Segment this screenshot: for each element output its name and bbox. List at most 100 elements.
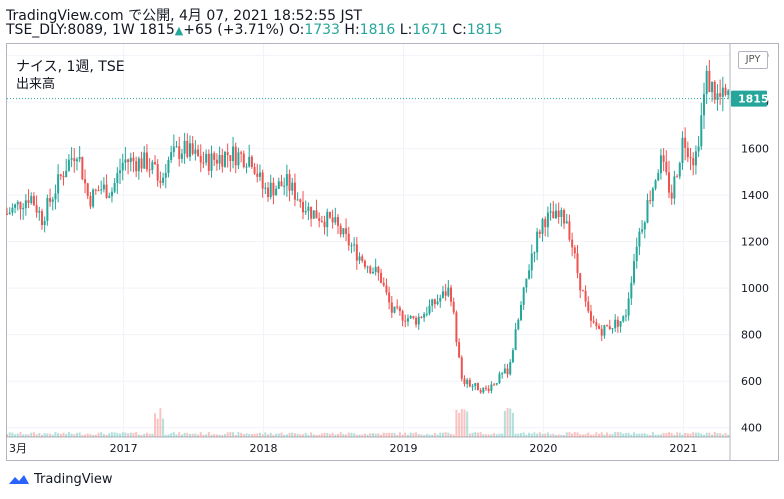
y-tick-label: 800 [741,329,762,342]
candle-body [167,160,170,174]
candle-body [170,152,173,161]
candle-body [304,210,307,213]
volume-bar [78,432,81,437]
candle-body [334,217,337,223]
candle-body [164,173,167,178]
candle-body [183,140,186,154]
candle-body [43,220,46,226]
candle-body [75,159,78,162]
volume-bar [24,434,27,437]
volume-bar [178,432,181,437]
candle-body [388,292,391,303]
candle-body [318,218,321,221]
candle-body [616,319,619,327]
candle-body [635,246,638,262]
currency-badge[interactable]: JPY [738,51,768,69]
volume-bar [463,409,466,437]
volume-bar [573,432,576,437]
volume-bar [253,433,256,437]
candle-body [608,326,611,330]
volume-bar [291,432,294,437]
candle-body [229,155,232,161]
candle-body [684,137,687,148]
candle-body [711,81,714,93]
candle-body [145,152,148,170]
volume-bar [528,432,531,437]
volume-bar [727,434,730,437]
candle-body [433,299,436,305]
volume-bar [293,433,296,437]
low-value: 1671 [412,22,448,38]
candle-body [498,373,501,384]
candle-body [27,200,30,203]
volume-bar [468,433,471,437]
candle-body [638,231,641,247]
volume-bar [277,433,280,437]
candle-body [565,221,568,224]
volume-bar [167,434,170,437]
volume-bar [197,434,200,437]
candle-body [463,378,466,384]
candle-body [62,175,65,178]
candle-body [541,219,544,234]
volume-bar [608,434,611,437]
candle-body [156,164,159,181]
candle-body [643,222,646,230]
volume-bar [487,434,490,437]
candle-body [11,207,14,213]
volume-bar [490,434,493,437]
candle-body [627,298,630,316]
volume-bar [57,433,60,437]
candle-body [455,312,458,343]
candle-body [673,176,676,199]
volume-bar [19,432,22,437]
candle-body [24,200,27,209]
volume-bar [242,434,245,437]
volume-bar [439,432,442,437]
volume-bar [592,434,595,437]
volume-bar [207,432,210,437]
candle-body [678,163,681,177]
volume-bar [129,432,132,437]
volume-bar [633,432,636,437]
volume-bar [32,432,35,437]
volume-bar [659,434,662,437]
volume-bar [474,432,477,437]
volume-bar [326,433,329,437]
volume-bar [127,433,130,437]
candle-body [328,211,331,218]
last-price-label: 1815 [738,93,769,106]
volume-bar [493,433,496,437]
candle-body [194,149,197,154]
candle-body [444,291,447,296]
candle-body [697,146,700,152]
volume-bar [302,434,305,437]
volume-bar [684,433,687,437]
volume-bar [275,433,278,437]
candle-body [560,210,563,218]
volume-bar [401,434,404,437]
candle-body [172,146,175,153]
x-tick-label: 2018 [250,442,278,455]
volume-bar [702,434,705,437]
candle-body [700,115,703,147]
volume-bar [62,432,65,437]
volume-bar [353,433,356,437]
volume-bar [205,434,208,437]
footer-brand[interactable]: TradingView [8,472,113,487]
up-arrow-icon: ▲ [174,24,184,37]
volume-bar [417,433,420,437]
candle-body [67,159,70,171]
candle-body [178,146,181,159]
candle-body [124,159,127,163]
volume-bar [97,432,100,437]
candle-body [347,233,350,246]
candle-body [296,199,299,201]
candle-body [272,182,275,196]
volume-bar [283,434,286,437]
candle-body [358,256,361,261]
candle-body [425,313,428,315]
candle-body [380,272,383,283]
volume-bar [522,432,525,437]
